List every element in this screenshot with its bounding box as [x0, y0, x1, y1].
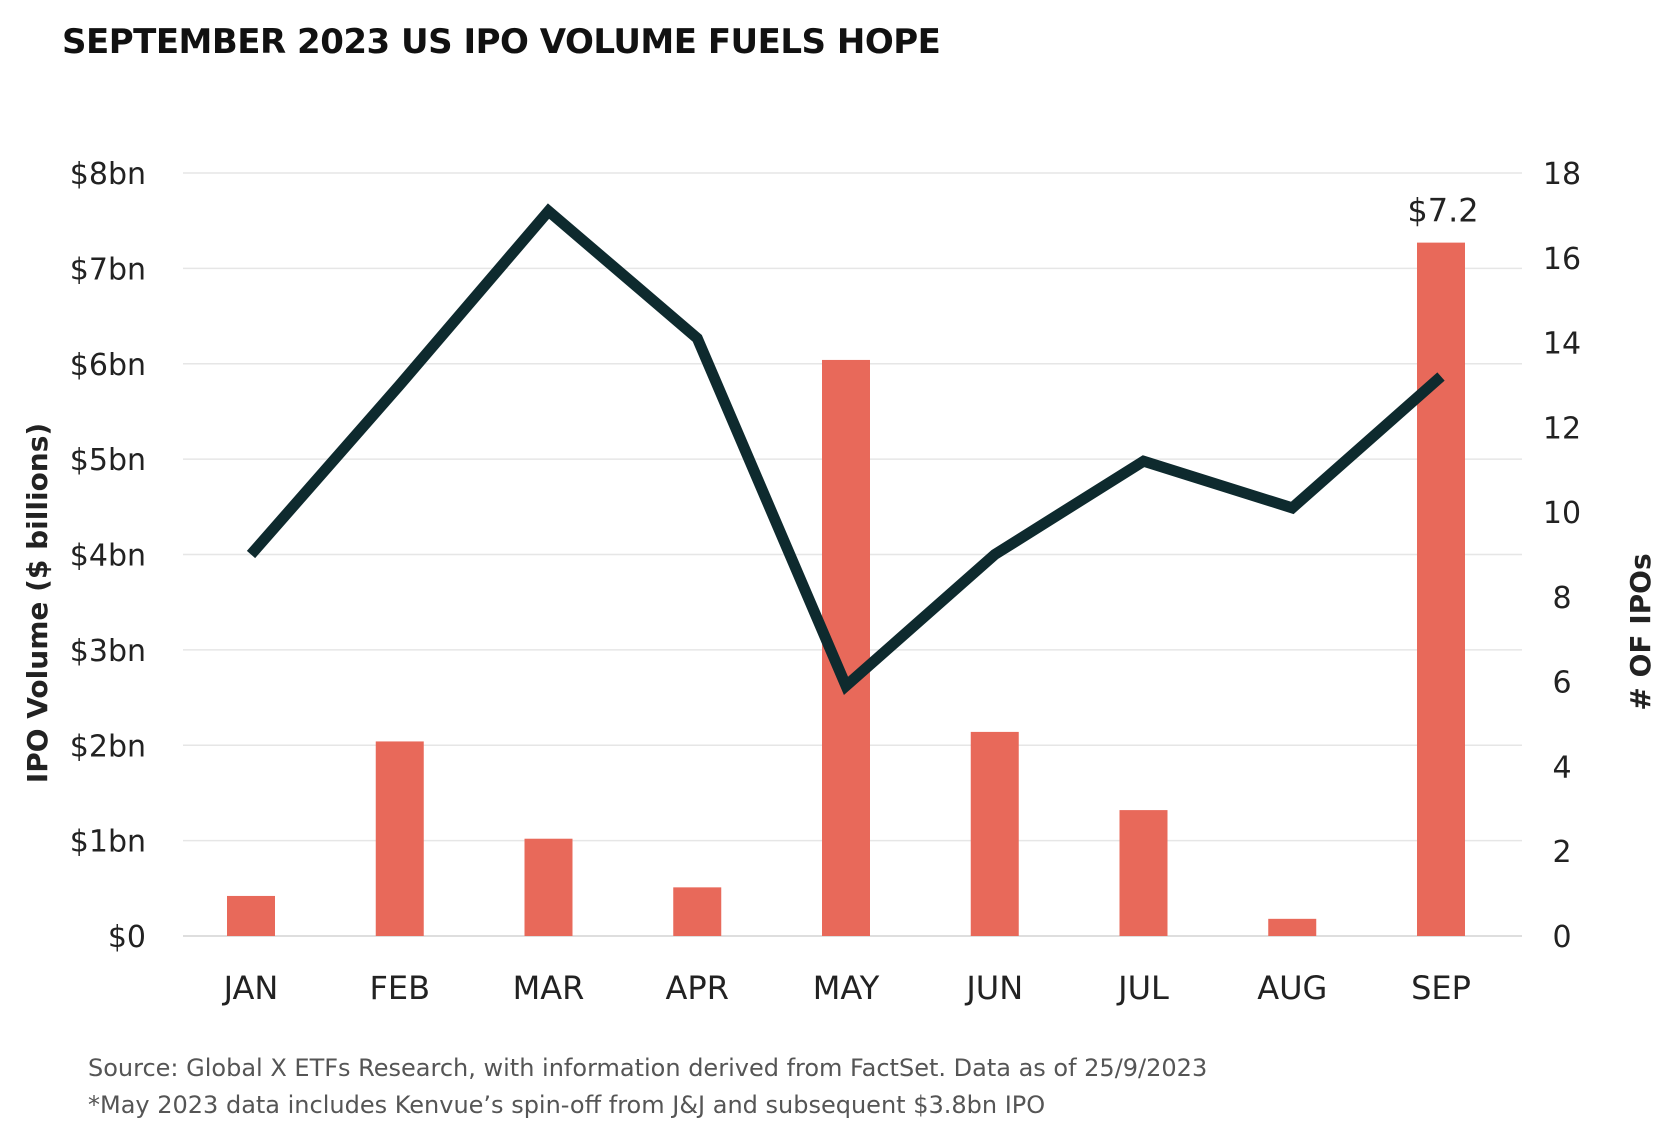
bar-jan — [227, 895, 275, 936]
bar-jul — [1119, 810, 1168, 936]
x-tick-label: JUL — [1116, 969, 1169, 1007]
bar-jun — [970, 731, 1019, 936]
bar-mar — [524, 838, 573, 936]
y-right-tick-label: 0 — [1552, 920, 1571, 955]
x-tick-label: SEP — [1411, 969, 1471, 1007]
chart-title: SEPTEMBER 2023 US IPO VOLUME FUELS HOPE — [62, 22, 941, 62]
x-tick-label: MAY — [813, 969, 880, 1007]
bar-aug — [1268, 918, 1317, 936]
data-label: $7.2 — [1407, 192, 1478, 230]
y-right-tick-label: 18 — [1543, 157, 1581, 192]
y-left-tick-label: $1bn — [70, 825, 146, 860]
x-tick-label: JAN — [222, 969, 279, 1007]
x-tick-label: APR — [666, 969, 729, 1007]
y-left-tick-label: $4bn — [70, 539, 146, 574]
y-right-tick-label: 16 — [1543, 242, 1581, 277]
y-right-tick-label: 6 — [1552, 666, 1571, 701]
line-series — [246, 203, 1445, 696]
y-right-tick-label: 10 — [1543, 496, 1581, 531]
y-left-tick-label: $8bn — [70, 157, 146, 192]
x-tick-label: AUG — [1257, 969, 1327, 1007]
y-left-tick-label: $5bn — [70, 443, 146, 478]
y-right-tick-label: 4 — [1552, 750, 1571, 785]
bar-feb — [375, 741, 424, 936]
x-tick-label: JUN — [964, 969, 1023, 1007]
y-right-tick-label: 14 — [1543, 327, 1581, 362]
y-left-axis-title: IPO Volume ($ billions) — [21, 423, 54, 783]
y-right-tick-label: 12 — [1543, 411, 1581, 446]
bar-series — [227, 242, 1465, 936]
axis-labels: $0 $1bn $2bn $3bn $4bn $5bn $6bn $7bn $8bn 0 2 4 6 8 1… — [21, 157, 1657, 1007]
y-right-tick-label: 8 — [1552, 581, 1571, 616]
bar-sep — [1417, 242, 1465, 936]
y-right-axis-title: # OF IPOs — [1624, 553, 1657, 710]
y-left-tick-label: $3bn — [70, 634, 146, 669]
y-left-tick-label: $2bn — [70, 729, 146, 764]
source-notes: Source: Global X ETFs Research, with inf… — [88, 1050, 1207, 1124]
footnote-text: *May 2023 data includes Kenvue’s spin-of… — [88, 1091, 1046, 1119]
source-text: Source: Global X ETFs Research, with inf… — [88, 1054, 1208, 1082]
y-left-tick-label: $6bn — [70, 348, 146, 383]
y-right-tick-label: 2 — [1552, 835, 1571, 870]
y-left-tick-label: $0 — [108, 920, 146, 955]
ipo-count-line — [246, 203, 1445, 696]
x-tick-label: FEB — [369, 969, 430, 1007]
x-tick-label: MAR — [513, 969, 585, 1007]
y-left-tick-label: $7bn — [70, 252, 146, 287]
bar-apr — [673, 887, 722, 936]
